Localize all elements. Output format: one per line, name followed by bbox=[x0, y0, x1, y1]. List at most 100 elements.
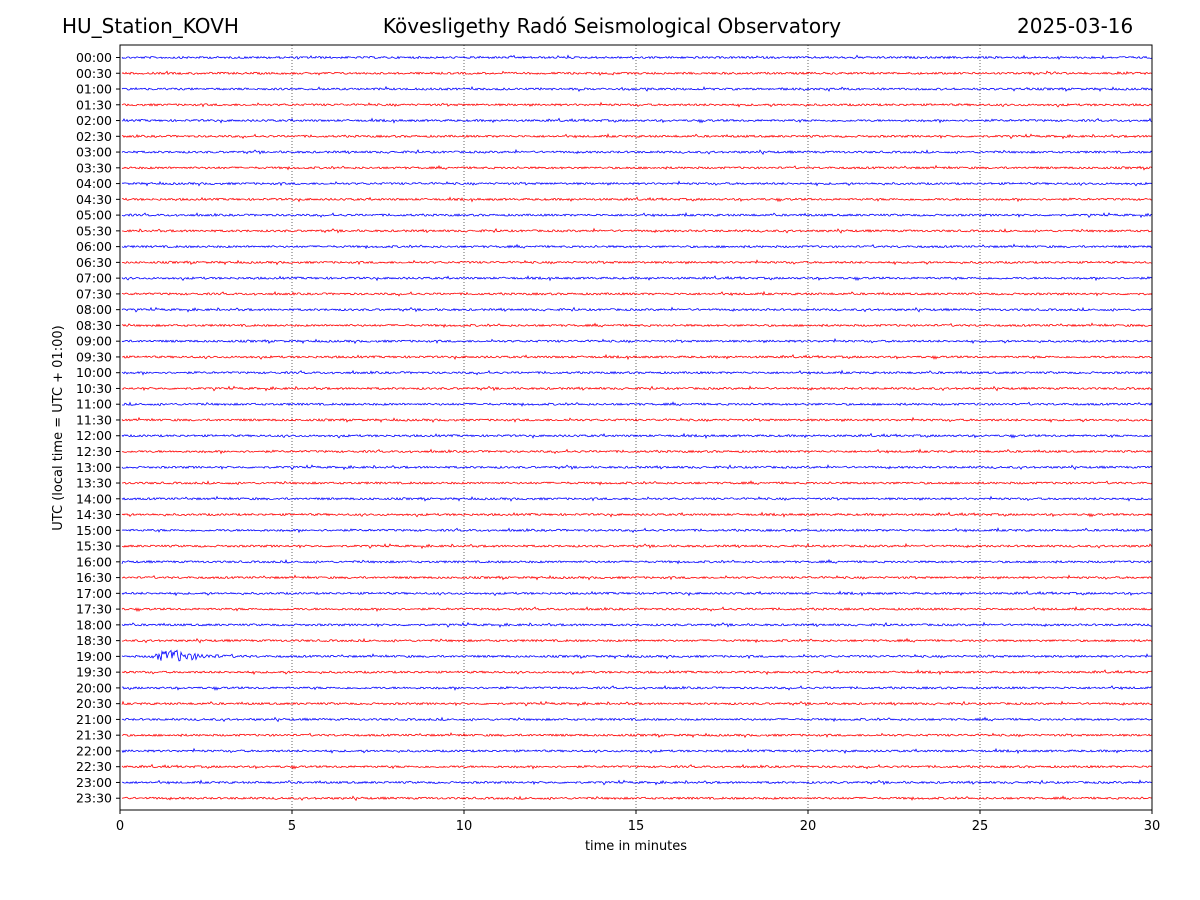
y-tick-label: 01:00 bbox=[76, 82, 112, 97]
y-tick-label: 02:30 bbox=[76, 129, 112, 144]
trace-0600 bbox=[121, 243, 1153, 250]
y-tick-label: 12:30 bbox=[76, 444, 112, 459]
trace-1330 bbox=[121, 480, 1153, 486]
trace-1600 bbox=[121, 558, 1153, 565]
trace-0300 bbox=[121, 148, 1153, 155]
x-axis: 0 5 10 15 20 25 30 bbox=[116, 810, 1160, 834]
trace-0800 bbox=[121, 306, 1153, 313]
y-tick-label: 02:00 bbox=[76, 113, 112, 128]
y-tick-label: 12:00 bbox=[76, 428, 112, 443]
y-tick-label: 16:00 bbox=[76, 554, 112, 569]
x-tick-label: 0 bbox=[116, 819, 124, 834]
station-label: HU_Station_KOVH bbox=[62, 14, 239, 38]
y-tick-label: 17:00 bbox=[76, 586, 112, 601]
trace-group bbox=[121, 54, 1153, 802]
y-tick-label: 06:00 bbox=[76, 239, 112, 254]
trace-0730 bbox=[121, 290, 1153, 297]
trace-0630 bbox=[121, 259, 1153, 266]
y-tick-label: 13:00 bbox=[76, 460, 112, 475]
x-tick-label: 15 bbox=[628, 819, 645, 834]
y-tick-label: 08:00 bbox=[76, 302, 112, 317]
trace-1230 bbox=[121, 448, 1153, 455]
trace-2030 bbox=[121, 700, 1153, 707]
trace-1630 bbox=[121, 574, 1153, 581]
y-tick-label: 03:30 bbox=[76, 160, 112, 175]
trace-0900 bbox=[121, 338, 1153, 345]
y-axis-label: UTC (local time = UTC + 01:00) bbox=[51, 325, 66, 530]
y-tick-label: 09:30 bbox=[76, 349, 112, 364]
y-tick-label: 10:30 bbox=[76, 381, 112, 396]
y-tick-label: 04:30 bbox=[76, 192, 112, 207]
trace-2000 bbox=[121, 685, 1153, 691]
trace-0400 bbox=[121, 180, 1153, 187]
trace-1430 bbox=[121, 511, 1153, 518]
y-tick-label: 06:30 bbox=[76, 255, 112, 270]
y-tick-label: 14:30 bbox=[76, 507, 112, 522]
trace-0100 bbox=[121, 85, 1153, 92]
y-tick-label: 17:30 bbox=[76, 602, 112, 617]
trace-0930 bbox=[121, 353, 1153, 361]
y-tick-label: 08:30 bbox=[76, 318, 112, 333]
trace-0830 bbox=[121, 322, 1153, 329]
x-tick-label: 25 bbox=[972, 819, 989, 834]
x-tick-label: 30 bbox=[1144, 819, 1161, 834]
grid-lines bbox=[291, 45, 981, 810]
y-tick-label: 07:00 bbox=[76, 271, 112, 286]
y-tick-label: 18:00 bbox=[76, 617, 112, 632]
y-tick-label: 21:00 bbox=[76, 712, 112, 727]
y-tick-label: 23:00 bbox=[76, 775, 112, 790]
y-tick-label: 03:00 bbox=[76, 145, 112, 160]
trace-0500 bbox=[121, 211, 1153, 219]
trace-0330 bbox=[121, 164, 1153, 171]
trace-1500 bbox=[121, 527, 1153, 534]
y-tick-label: 20:30 bbox=[76, 696, 112, 711]
trace-1930 bbox=[121, 669, 1153, 676]
trace-2330 bbox=[121, 795, 1153, 802]
trace-1530 bbox=[121, 542, 1153, 550]
trace-1100 bbox=[121, 401, 1153, 407]
trace-1400 bbox=[121, 495, 1153, 502]
trace-0200 bbox=[121, 117, 1153, 124]
y-tick-label: 09:00 bbox=[76, 334, 112, 349]
y-tick-label: 22:30 bbox=[76, 759, 112, 774]
y-tick-label: 15:00 bbox=[76, 523, 112, 538]
x-tick-label: 5 bbox=[288, 819, 296, 834]
trace-0230 bbox=[122, 133, 1153, 140]
trace-1730 bbox=[121, 605, 1153, 613]
y-tick-label: 19:30 bbox=[76, 665, 112, 680]
y-tick-label: 04:00 bbox=[76, 176, 112, 191]
trace-1800 bbox=[121, 621, 1153, 628]
trace-1200 bbox=[121, 432, 1153, 439]
x-tick-label: 20 bbox=[800, 819, 817, 834]
trace-0030 bbox=[121, 70, 1153, 76]
y-tick-label: 05:30 bbox=[76, 223, 112, 238]
trace-2300 bbox=[121, 779, 1153, 786]
x-tick-label: 10 bbox=[456, 819, 473, 834]
y-tick-label: 21:30 bbox=[76, 728, 112, 743]
trace-1700 bbox=[121, 590, 1153, 597]
trace-0000 bbox=[121, 54, 1153, 61]
trace-1000 bbox=[121, 369, 1153, 376]
trace-1300 bbox=[121, 464, 1153, 471]
trace-0700 bbox=[121, 275, 1153, 282]
trace-0430 bbox=[121, 196, 1153, 203]
chart-title: Kövesligethy Radó Seismological Observat… bbox=[382, 14, 842, 38]
trace-2200 bbox=[121, 747, 1153, 755]
trace-1900 bbox=[121, 649, 1153, 662]
y-tick-label: 18:30 bbox=[76, 633, 112, 648]
y-tick-label: 19:00 bbox=[76, 649, 112, 664]
y-tick-label: 13:30 bbox=[76, 476, 112, 491]
x-axis-label: time in minutes bbox=[585, 839, 687, 854]
y-tick-label: 10:00 bbox=[76, 365, 112, 380]
y-tick-label: 22:00 bbox=[76, 743, 112, 758]
trace-1830 bbox=[121, 637, 1153, 644]
y-tick-label: 05:00 bbox=[76, 208, 112, 223]
trace-2130 bbox=[121, 732, 1153, 739]
trace-1130 bbox=[121, 416, 1153, 423]
y-tick-label: 20:00 bbox=[76, 680, 112, 695]
trace-0130 bbox=[121, 101, 1153, 108]
y-tick-label: 11:00 bbox=[76, 397, 112, 412]
y-tick-label: 01:30 bbox=[76, 97, 112, 112]
y-tick-label: 15:30 bbox=[76, 539, 112, 554]
